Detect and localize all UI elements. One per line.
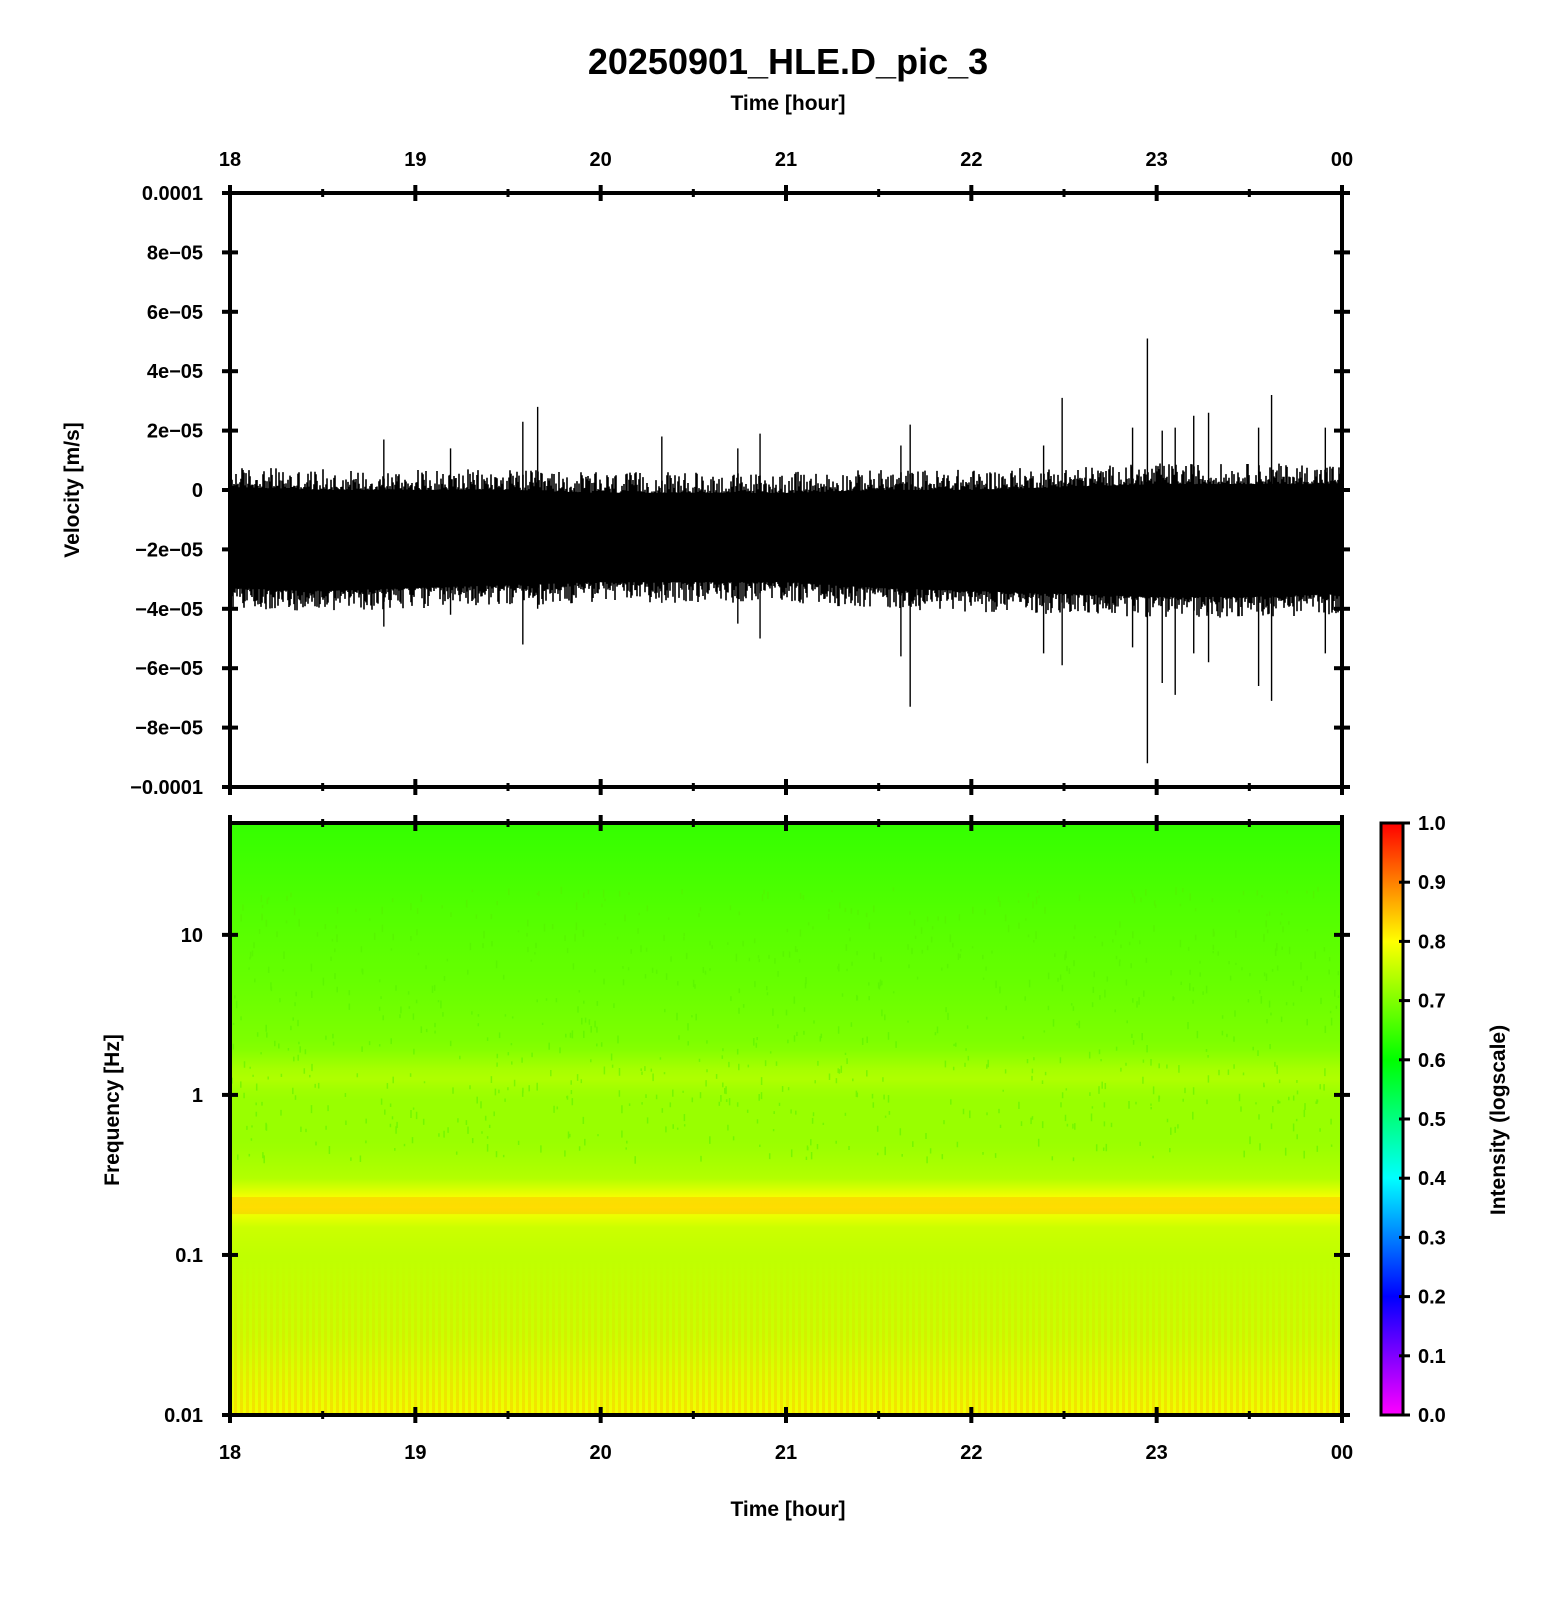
spectrogram-y-tick-label: 1 (192, 1085, 203, 1107)
spectrogram-x-tick-label: 21 (775, 1442, 797, 1464)
waveform-trace (230, 338, 1342, 764)
waveform-x-tick-label: 22 (960, 149, 982, 171)
waveform-y-axis-label: Velocity [m/s] (61, 422, 84, 557)
colorbar-tick-label: 0.1 (1418, 1346, 1446, 1368)
spectrogram-x-tick-label: 22 (960, 1442, 982, 1464)
waveform-x-tick-label: 20 (590, 149, 612, 171)
waveform-x-tick-label: 21 (775, 149, 797, 171)
bottom-x-axis-label: Time [hour] (730, 1498, 845, 1521)
colorbar-tick-label: 0.9 (1418, 872, 1446, 894)
spectrogram-frame (228, 821, 1344, 1417)
colorbar-tick-label: 0.0 (1418, 1405, 1446, 1427)
waveform-y-tick-label: 2e−05 (147, 421, 203, 443)
waveform-x-tick-label: 23 (1146, 149, 1168, 171)
spectrogram-x-tick-label: 23 (1146, 1442, 1168, 1464)
colorbar-ticks: 1.0 0.9 0.8 0.7 0.6 0.5 0.4 0.3 0.2 0.1 0.0 (1399, 813, 1447, 1427)
waveform-x-tick-label: 18 (219, 149, 241, 171)
colorbar-tick-label: 0.7 (1418, 991, 1446, 1013)
spectrogram-panel: Frequency [Hz] 18 19 20 21 22 23 001010.10.01 … (101, 815, 1353, 1521)
spectrogram-y-axis-label: Frequency [Hz] (101, 1034, 124, 1186)
colorbar-label: Intensity (logscale) (1487, 1025, 1510, 1215)
colorbar-tick-label: 0.6 (1418, 1050, 1446, 1072)
spectrogram-x-tick-label: 18 (219, 1442, 241, 1464)
waveform-core (230, 501, 1342, 577)
waveform-y-tick-label: −2e−05 (135, 539, 203, 561)
waveform-y-tick-label: 0.0001 (142, 183, 203, 205)
spectrogram-texture (229, 886, 1340, 1164)
waveform-y-tick-label: −4e−05 (135, 599, 203, 621)
spectrogram-x-tick-label: 20 (590, 1442, 612, 1464)
colorbar-tick-label: 0.2 (1418, 1287, 1446, 1309)
waveform-y-tick-label: 8e−05 (147, 242, 203, 264)
waveform-y-tick-label: 4e−05 (147, 361, 203, 383)
spectrogram-x-tick-label: 19 (404, 1442, 426, 1464)
colorbar-tick-label: 0.4 (1418, 1168, 1447, 1190)
colorbar-tick-label: 1.0 (1418, 813, 1446, 835)
spectrogram-y-tick-label: 10 (181, 925, 203, 947)
spectrogram-y-tick-label: 0.1 (175, 1245, 203, 1267)
waveform-y-tick-label: −8e−05 (135, 718, 203, 740)
waveform-y-tick-label: −0.0001 (130, 777, 203, 799)
waveform-y-tick-label: 6e−05 (147, 302, 203, 324)
colorbar-tick-label: 0.8 (1418, 931, 1446, 953)
waveform-axes: 18 19 20 21 22 23 00 0.0001 8e−05 6e−05 4e−05 2e−05… (130, 149, 1353, 799)
waveform-x-tick-label: 19 (404, 149, 426, 171)
waveform-panel: Velocity [m/s] 18 19 20 21 22 23 00 0.0001 8e−05… (61, 149, 1353, 799)
colorbar-tick-label: 0.5 (1418, 1109, 1446, 1131)
waveform-frame (228, 191, 1344, 789)
spectrogram-microseism-band (230, 1197, 1342, 1215)
spectrogram-y-tick-label: 0.01 (164, 1405, 203, 1427)
spectrogram-x-tick-label: 00 (1331, 1442, 1353, 1464)
colorbar-tick-label: 0.3 (1418, 1227, 1446, 1249)
waveform-x-tick-label: 00 (1331, 149, 1353, 171)
spectrogram-low-freq-stripes (230, 1260, 1342, 1415)
colorbar: 1.0 0.9 0.8 0.7 0.6 0.5 0.4 0.3 0.2 0.1 0.0 Intens… (1379, 813, 1510, 1427)
waveform-y-tick-label: 0 (192, 480, 203, 502)
waveform-y-tick-label: −6e−05 (135, 658, 203, 680)
top-x-axis-label: Time [hour] (730, 92, 845, 115)
chart-title: 20250901_HLE.D_pic_3 (588, 41, 988, 82)
